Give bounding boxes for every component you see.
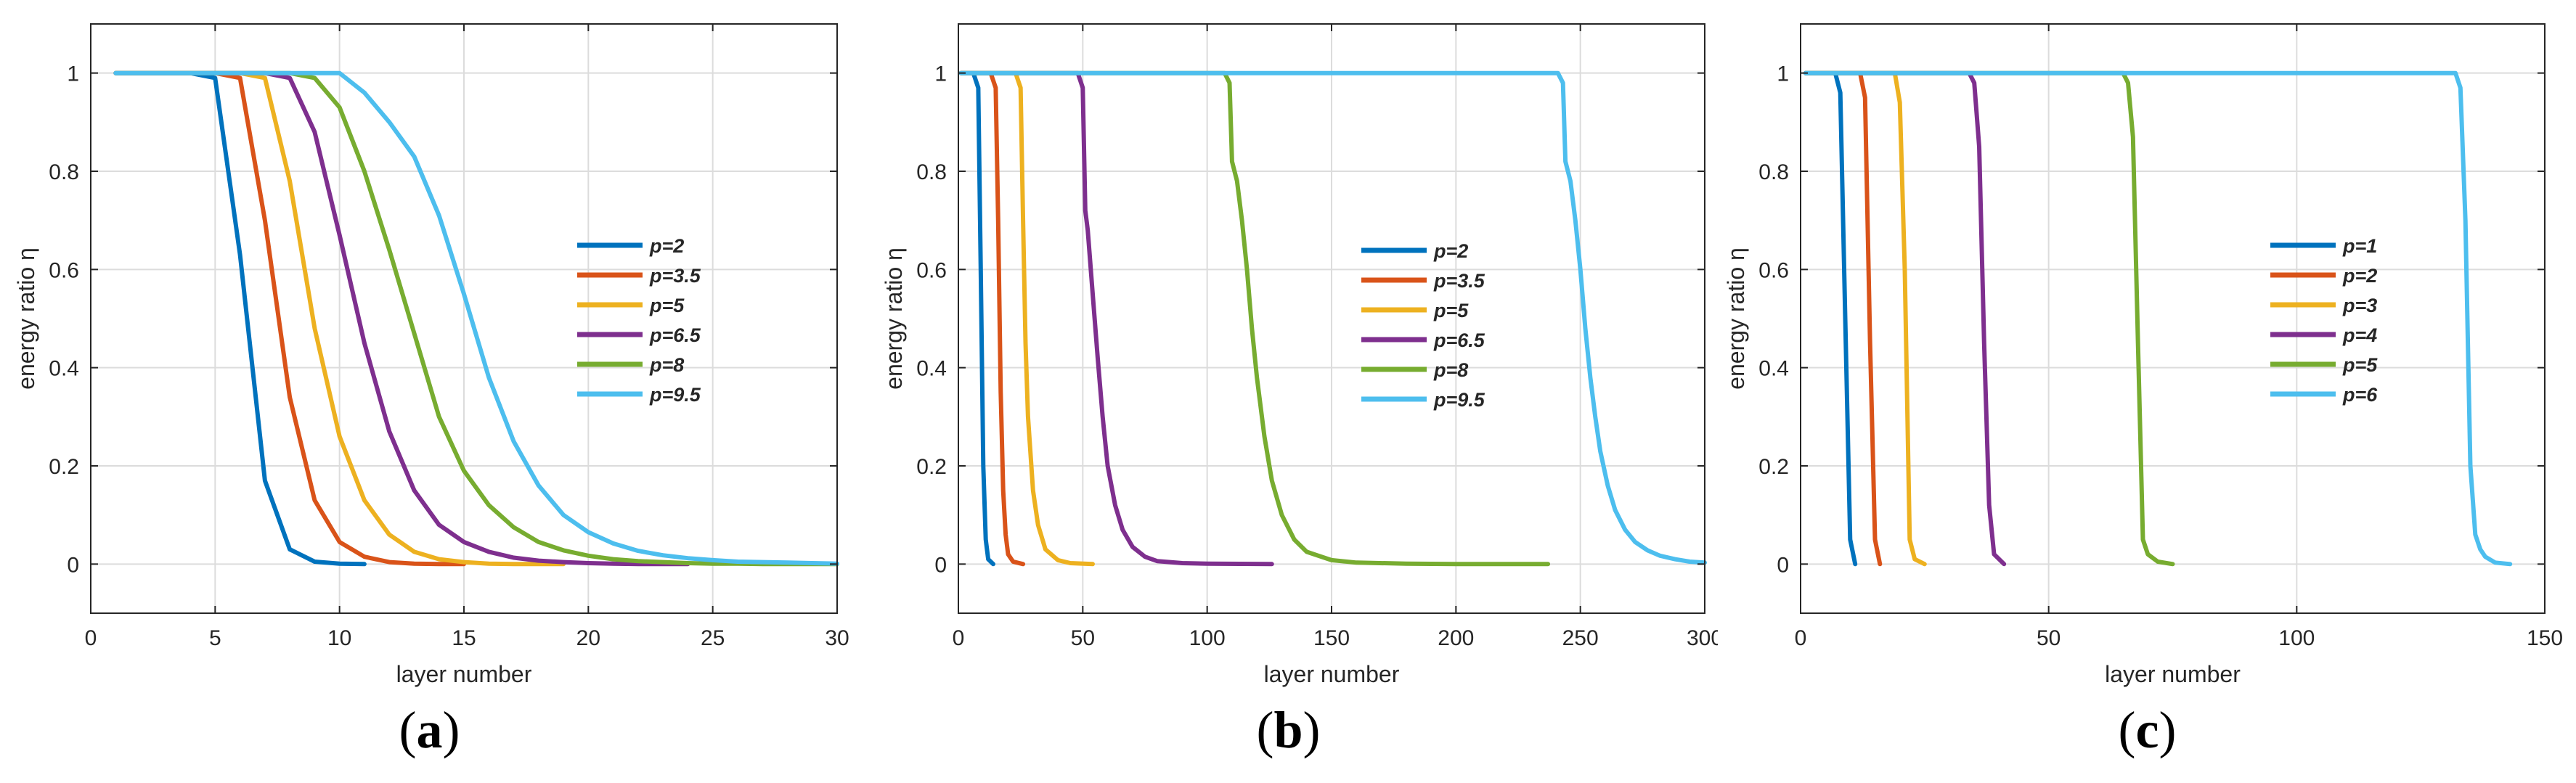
- y-tick-label: 1: [1777, 62, 1789, 86]
- legend-label-p=8: p=8: [649, 354, 684, 376]
- y-tick-label: 0: [934, 553, 947, 577]
- chart-a: 0 5 10 15 20 25 30 0 0.2 0.4 0.6 0.8 1 layer number en…: [13, 23, 849, 687]
- y-tick-label: 1: [67, 62, 79, 86]
- series-line-p=6: [1803, 70, 2513, 567]
- legend-label-p=2: p=2: [1433, 240, 1468, 262]
- x-tick-label: 25: [701, 626, 725, 650]
- legend-label-p=5: p=5: [649, 295, 685, 316]
- x-tick-label: 20: [576, 626, 600, 650]
- x-tick-label: 5: [209, 626, 221, 650]
- panel-b: 0 50 100 150 200 250 300 0 0.2 0.4 0.6 0.8 1 layer nu…: [859, 0, 1718, 783]
- x-tick-label: 15: [452, 626, 476, 650]
- series-line-p=6.5: [958, 70, 1274, 567]
- y-axis-label-a: energy ratio η: [13, 247, 39, 390]
- ticks-a: 0 5 10 15 20 25 30 0 0.2 0.4 0.6 0.8 1: [49, 24, 849, 650]
- legend-label-p=6: p=6: [2342, 384, 2378, 406]
- y-tick-label: 0.6: [1758, 258, 1789, 282]
- y-tick-label: 1: [934, 62, 947, 86]
- panel-c: 0 50 100 150 0 0.2 0.4 0.6 0.8 1 layer number energ…: [1718, 0, 2576, 783]
- series-line-p=9.5: [113, 70, 839, 566]
- axes-box-c: [1800, 23, 2546, 614]
- grid-b: [958, 24, 1705, 613]
- y-tick-label: 0.6: [49, 258, 79, 282]
- caption-a-letter: a: [416, 701, 443, 759]
- series-line-p=9.5: [958, 70, 1707, 565]
- x-tick-label: 50: [2037, 626, 2061, 650]
- legend-c: p=1 p=2 p=3 p=4 p=5 p=6: [2270, 235, 2378, 406]
- series-line-p=8: [958, 70, 1551, 567]
- ticks-b: 0 50 100 150 200 250 300 0 0.2 0.4 0.6 0.8 1: [916, 24, 1718, 650]
- y-tick-label: 0.4: [1758, 357, 1789, 381]
- legend-label-p=2: p=2: [2342, 265, 2377, 287]
- series-line-p=1: [1803, 70, 1858, 567]
- legend-label-p=5: p=5: [2342, 354, 2378, 376]
- caption-a: (a): [399, 701, 460, 759]
- x-tick-label: 300: [1687, 626, 1718, 650]
- legend-label-p=3.5: p=3.5: [1433, 270, 1485, 292]
- caption-b: (b): [1256, 701, 1321, 759]
- x-tick-label: 10: [327, 626, 351, 650]
- legend-label-p=6.5: p=6.5: [1433, 329, 1485, 351]
- y-tick-label: 0.4: [49, 357, 79, 381]
- x-tick-label: 0: [1795, 626, 1807, 650]
- x-tick-label: 30: [825, 626, 849, 650]
- legend-label-p=5: p=5: [1433, 300, 1469, 321]
- y-tick-label: 0.2: [1758, 455, 1789, 479]
- legend-label-p=1: p=1: [2342, 235, 2377, 257]
- series-group-c: [1803, 70, 2513, 567]
- x-tick-label: 0: [85, 626, 97, 650]
- y-tick-label: 0.2: [916, 455, 947, 479]
- legend-label-p=3: p=3: [2342, 295, 2377, 316]
- x-tick-label: 250: [1562, 626, 1599, 650]
- y-tick-label: 0.8: [49, 160, 79, 184]
- series-line-p=5: [958, 70, 1095, 567]
- x-tick-label: 100: [1189, 626, 1226, 650]
- series-line-p=6.5: [113, 70, 690, 567]
- y-tick-label: 0.6: [916, 258, 947, 282]
- ticks-c: 0 50 100 150 0 0.2 0.4 0.6 0.8 1: [1758, 24, 2563, 650]
- x-tick-label: 100: [2278, 626, 2315, 650]
- x-tick-label: 50: [1071, 626, 1095, 650]
- series-line-p=3.5: [958, 70, 1026, 567]
- x-tick-label: 150: [1313, 626, 1350, 650]
- legend-label-p=2: p=2: [649, 235, 684, 257]
- legend-label-p=9.5: p=9.5: [1433, 389, 1485, 411]
- series-group-b: [958, 70, 1707, 567]
- legend-label-p=3.5: p=3.5: [649, 265, 701, 287]
- x-axis-label-a: layer number: [396, 661, 532, 687]
- caption-c-letter: c: [2135, 701, 2159, 759]
- y-axis-label-b: energy ratio η: [881, 247, 907, 390]
- legend-b: p=2 p=3.5 p=5 p=6.5 p=8 p=9.5: [1361, 240, 1485, 411]
- panel-a: 0 5 10 15 20 25 30 0 0.2 0.4 0.6 0.8 1 layer number en…: [0, 0, 859, 783]
- legend-label-p=9.5: p=9.5: [649, 384, 701, 406]
- chart-c: 0 50 100 150 0 0.2 0.4 0.6 0.8 1 layer number energ…: [1723, 23, 2563, 687]
- x-tick-label: 200: [1438, 626, 1474, 650]
- legend-label-p=6.5: p=6.5: [649, 324, 701, 346]
- x-tick-label: 0: [953, 626, 965, 650]
- caption-c: (c): [2118, 701, 2177, 759]
- x-axis-label-c: layer number: [2105, 661, 2241, 687]
- x-axis-label-b: layer number: [1264, 661, 1400, 687]
- legend-label-p=4: p=4: [2342, 324, 2377, 346]
- x-tick-label: 150: [2527, 626, 2563, 650]
- series-group-a: [113, 70, 839, 567]
- caption-b-letter: b: [1273, 701, 1303, 759]
- y-tick-label: 0: [67, 553, 79, 577]
- series-line-p=5: [1803, 70, 2175, 567]
- series-line-p=2: [113, 70, 367, 567]
- y-tick-label: 0: [1777, 553, 1789, 577]
- y-tick-label: 0.2: [49, 455, 79, 479]
- y-tick-label: 0.8: [916, 160, 947, 184]
- y-axis-label-c: energy ratio η: [1723, 247, 1749, 390]
- y-tick-label: 0.4: [916, 357, 947, 381]
- grid-c: [1800, 24, 2546, 613]
- legend-label-p=8: p=8: [1433, 359, 1468, 381]
- y-tick-label: 0.8: [1758, 160, 1789, 184]
- grid-a: [90, 24, 838, 613]
- chart-b: 0 50 100 150 200 250 300 0 0.2 0.4 0.6 0.8 1 layer nu…: [881, 23, 1718, 687]
- legend-a: p=2 p=3.5 p=5 p=6.5 p=8 p=9.5: [577, 235, 701, 406]
- series-line-p=2: [958, 70, 995, 567]
